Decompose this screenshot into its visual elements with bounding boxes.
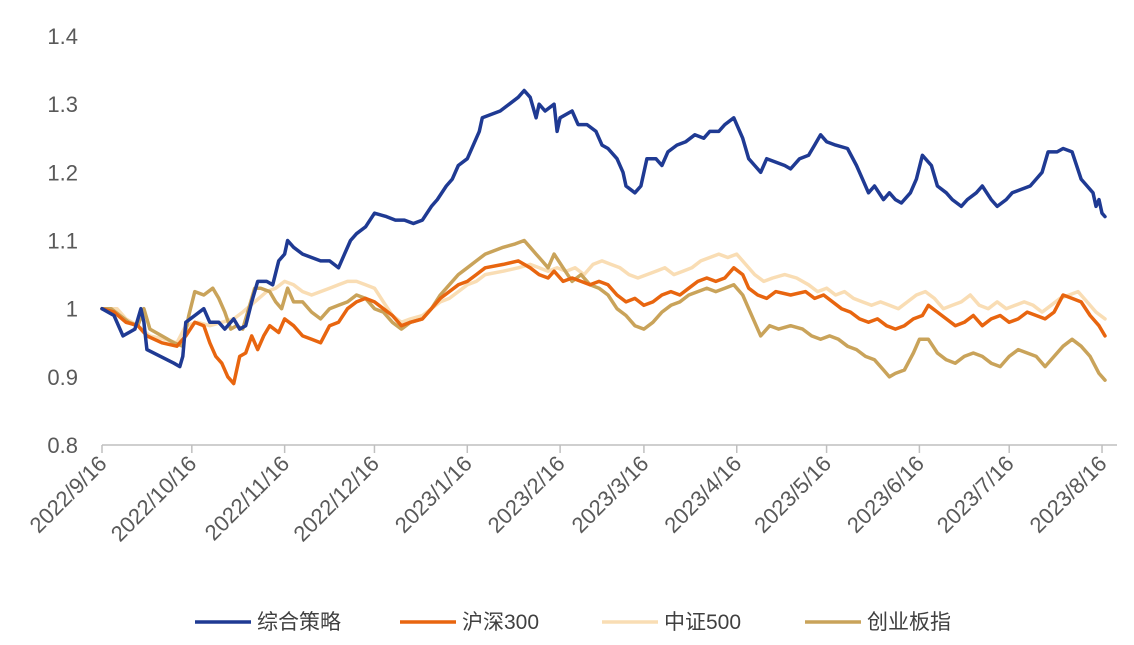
x-tick-label: 2023/4/16 xyxy=(659,451,746,538)
legend: 综合策略 沪深300 中证500 创业板指 xyxy=(195,611,951,634)
x-tick-label: 2023/3/16 xyxy=(567,451,654,538)
x-tick-label: 2023/8/16 xyxy=(1025,451,1112,538)
series-line-2 xyxy=(100,252,1107,345)
legend-label: 综合策略 xyxy=(257,611,341,634)
x-tick-label: 2022/11/16 xyxy=(200,451,294,545)
x-tick-label: 2023/2/16 xyxy=(483,451,570,538)
legend-label: 创业板指 xyxy=(867,611,951,634)
x-tick-label: 2023/6/16 xyxy=(842,451,929,538)
y-tick-label: 0.9 xyxy=(47,365,78,390)
series-line-1 xyxy=(100,259,1107,386)
x-tick-label: 2022/10/16 xyxy=(106,451,202,547)
series-line-0 xyxy=(100,88,1107,369)
y-tick-label: 1.3 xyxy=(47,92,78,117)
x-tick-label: 2023/7/16 xyxy=(932,451,1019,538)
y-axis: 0.8 0.9 1 1.1 1.2 1.3 1.4 xyxy=(47,24,78,458)
legend-label: 中证500 xyxy=(664,611,741,634)
y-tick-label: 1.1 xyxy=(47,229,78,254)
y-tick-label: 0.8 xyxy=(47,433,78,458)
plot-area xyxy=(100,88,1107,386)
y-tick-label: 1.4 xyxy=(47,24,78,49)
x-tick-label: 2023/1/16 xyxy=(390,451,477,538)
x-tick-label: 2022/12/16 xyxy=(288,451,384,547)
y-tick-label: 1.2 xyxy=(47,160,78,185)
y-tick-label: 1 xyxy=(66,297,78,322)
x-tick-label: 2022/9/16 xyxy=(25,451,112,538)
legend-label: 沪深300 xyxy=(462,611,539,634)
x-tick-label: 2023/5/16 xyxy=(749,451,836,538)
